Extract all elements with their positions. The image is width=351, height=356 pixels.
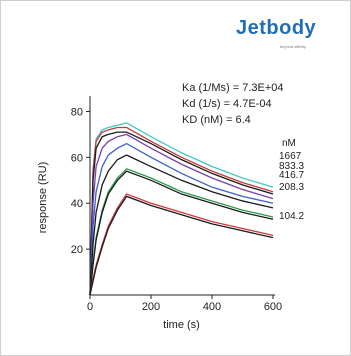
- kd-annotation: Kd (1/s) = 4.7E-04: [182, 98, 272, 110]
- y-tick-label-80: 80: [71, 106, 83, 118]
- ka-annotation: Ka (1/Ms) = 7.3E+04: [182, 82, 284, 94]
- x-tick-label-200: 200: [142, 301, 160, 313]
- series-line-833.3-3: [89, 133, 274, 296]
- series-line-416.7-5: [89, 154, 274, 296]
- concentration-label-833.3: 833.3: [279, 161, 304, 172]
- axis-ticks: 0 200 400 600 20 40 60 80: [71, 106, 282, 313]
- series-line-104.2-9: [89, 195, 274, 296]
- legend-title: nM: [282, 138, 296, 149]
- brand-tagline: beyond affinity: [280, 44, 306, 49]
- series-line-833.3-2: [89, 131, 274, 296]
- y-tick-label-40: 40: [71, 198, 83, 210]
- brand-logo: Jetbody: [236, 17, 317, 39]
- x-tick-label-600: 600: [264, 301, 282, 313]
- concentration-label-104.2: 104.2: [279, 211, 304, 222]
- series-line-1667-1: [89, 126, 274, 296]
- y-tick-label-20: 20: [71, 244, 83, 256]
- series-group: [89, 122, 274, 296]
- concentration-label-416.7: 416.7: [279, 170, 304, 181]
- series-line-416.7-4: [89, 142, 274, 296]
- kd-nm-annotation: KD (nM) = 6.4: [182, 114, 251, 126]
- concentration-label-1667: 1667: [279, 151, 302, 162]
- concentration-label-208.3: 208.3: [279, 182, 304, 193]
- x-tick-label-400: 400: [203, 301, 221, 313]
- x-axis-label: time (s): [163, 319, 200, 331]
- y-tick-label-60: 60: [71, 152, 83, 164]
- x-tick-label-0: 0: [87, 301, 93, 313]
- y-axis-label: response (RU): [37, 162, 49, 234]
- series-line-208.3-7: [89, 170, 274, 296]
